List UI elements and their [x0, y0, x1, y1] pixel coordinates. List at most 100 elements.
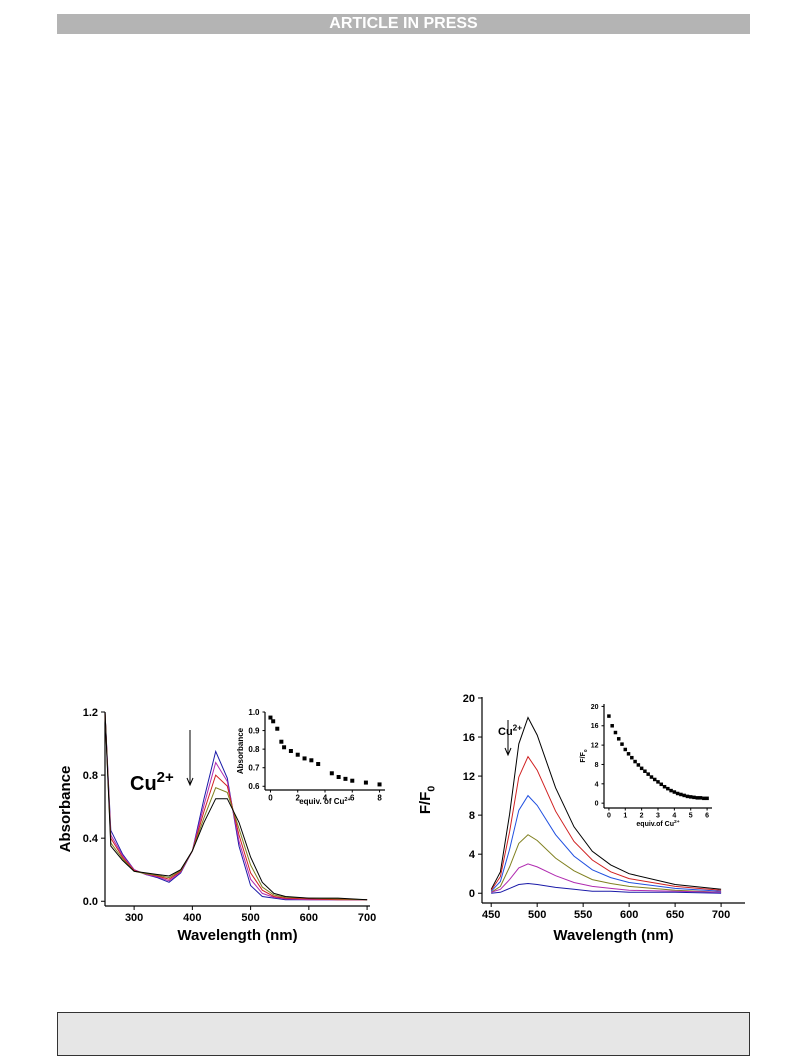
- y-tick-label: 12: [463, 771, 475, 783]
- point: [649, 775, 654, 779]
- y-tick-label: 20: [463, 693, 475, 705]
- spectrum-line: [491, 882, 722, 894]
- annotation: Cu2+: [130, 769, 174, 795]
- arrow-head: [186, 777, 194, 787]
- ylabel: F/F0: [417, 786, 438, 815]
- point: [636, 763, 641, 767]
- point: [309, 758, 314, 763]
- point: [613, 730, 618, 735]
- point: [633, 759, 637, 764]
- point: [688, 795, 693, 799]
- point: [268, 715, 273, 720]
- y-tick-label: 0: [469, 888, 475, 900]
- point: [295, 752, 300, 757]
- point: [675, 791, 680, 796]
- ylabel-text: Absorbance: [57, 766, 74, 853]
- point: [279, 739, 284, 744]
- x-tick-label: 1: [623, 813, 627, 820]
- annotation-sup: 2+: [157, 769, 174, 786]
- y-tick-label: 8: [595, 762, 599, 769]
- point: [607, 714, 611, 718]
- xlabel-text: Wavelength (nm): [553, 927, 673, 944]
- y-tick-label: 0.8: [248, 745, 260, 754]
- ylabel: Absorbance: [236, 727, 245, 774]
- x-tick-label: 600: [620, 909, 638, 921]
- spectrum-line: [490, 794, 722, 892]
- x-tick-label: 2: [640, 813, 644, 820]
- ylabel-sub: 0: [583, 749, 589, 752]
- y-tick-label: 0.9: [248, 726, 260, 735]
- y-tick-label: 0.8: [83, 770, 98, 782]
- spectrum-line: [490, 716, 722, 890]
- point: [329, 771, 334, 776]
- xlabel: equiv. of Cu2+: [299, 797, 351, 806]
- xlabel-text: equiv.of Cu: [636, 821, 674, 828]
- spectrum-line: [491, 863, 722, 893]
- ylabel-text: Absorbance: [236, 727, 245, 774]
- point: [672, 790, 677, 794]
- xlabel: equiv.of Cu2+: [636, 819, 679, 828]
- point: [377, 782, 382, 787]
- xlabel-sup: 2+: [674, 819, 680, 825]
- x-tick-label: 6: [705, 813, 709, 820]
- point: [679, 792, 683, 797]
- y-tick-label: 0: [595, 801, 599, 808]
- y-tick-label: 16: [591, 723, 599, 730]
- point: [659, 782, 664, 787]
- x-tick-label: 650: [666, 909, 684, 921]
- x-tick-label: 300: [125, 912, 143, 924]
- point: [698, 796, 703, 800]
- ylabel-text: F/F: [580, 751, 587, 762]
- point: [685, 794, 690, 799]
- spectrum-line: [104, 711, 368, 901]
- point: [705, 796, 709, 801]
- point: [666, 786, 670, 791]
- y-tick-label: 16: [463, 732, 475, 744]
- point: [288, 749, 293, 753]
- point: [682, 793, 686, 798]
- y-tick-label: 0.4: [83, 833, 99, 845]
- y-tick-label: 0.0: [83, 896, 98, 908]
- spectrum-line: [490, 755, 722, 891]
- point: [656, 780, 660, 784]
- x-tick-label: 600: [300, 912, 318, 924]
- point: [695, 796, 700, 800]
- point: [669, 788, 673, 793]
- ylabel-text: F/F: [417, 792, 434, 815]
- x-tick-label: 700: [712, 909, 730, 921]
- x-tick-label: 2: [296, 794, 301, 803]
- point: [626, 752, 631, 756]
- xlabel: Wavelength (nm): [553, 927, 673, 944]
- point: [652, 777, 657, 782]
- point: [275, 726, 280, 731]
- point: [610, 724, 614, 728]
- x-tick-label: 4: [672, 813, 676, 820]
- x-tick-label: 5: [689, 813, 693, 820]
- annotation-sup: 2+: [513, 724, 523, 733]
- ylabel: Absorbance: [57, 766, 74, 853]
- point: [302, 756, 307, 761]
- x-tick-label: 550: [574, 909, 592, 921]
- x-tick-label: 700: [358, 912, 376, 924]
- xlabel: Wavelength (nm): [177, 927, 297, 944]
- point: [616, 737, 621, 741]
- point: [282, 745, 287, 750]
- x-tick-label: 400: [183, 912, 201, 924]
- ylabel: F/F0: [580, 749, 589, 763]
- xlabel-sup: 2+: [344, 797, 351, 803]
- annotation-text: Cu: [498, 726, 513, 738]
- spectrum-line: [490, 834, 722, 893]
- x-tick-label: 500: [241, 912, 259, 924]
- y-tick-label: 12: [591, 743, 599, 750]
- point: [662, 784, 667, 789]
- xlabel-text: Wavelength (nm): [177, 927, 297, 944]
- x-tick-label: 3: [656, 813, 660, 820]
- point: [643, 769, 647, 773]
- y-tick-label: 1.0: [248, 708, 260, 717]
- header-bar: ARTICLE IN PRESS: [57, 14, 750, 34]
- x-tick-label: 4: [323, 794, 328, 803]
- point: [702, 796, 706, 801]
- annotation-text: Cu: [130, 773, 157, 795]
- x-tick-label: 500: [528, 909, 546, 921]
